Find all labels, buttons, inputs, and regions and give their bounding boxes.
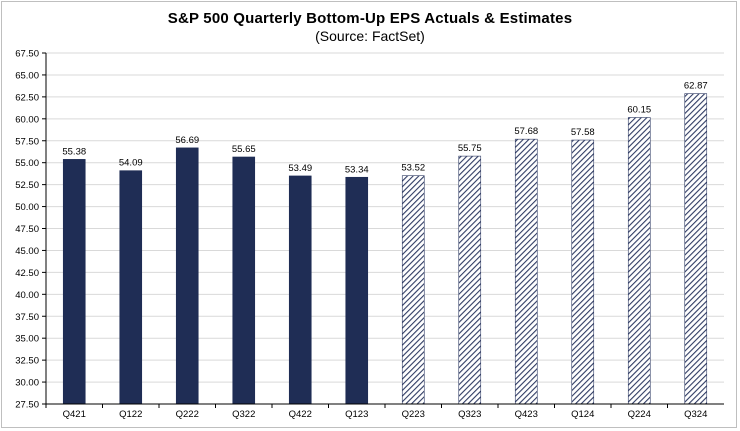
data-label: 56.69 (175, 135, 199, 146)
data-label: 57.58 (571, 127, 595, 138)
data-label: 62.87 (684, 81, 708, 92)
y-axis-ticks: 27.50 30.00 32.50 35.00 37.50 40.00 42.50 45.00… (15, 49, 46, 411)
data-label: 54.09 (119, 158, 143, 169)
y-tick-label: 62.50 (15, 92, 39, 103)
y-tick-label: 50.00 (15, 202, 39, 213)
data-label: 57.68 (514, 126, 538, 137)
y-tick-label: 45.00 (15, 246, 39, 257)
x-category-label: Q224 (628, 409, 651, 420)
bar-q423 (514, 138, 538, 405)
x-category-label: Q322 (232, 409, 255, 420)
x-category-label: Q123 (345, 409, 368, 420)
x-axis-categories: Q421 Q122 Q222 Q322 Q422 Q123 Q223 Q323 Q423 Q124… (45, 404, 707, 420)
bar-q422 (288, 175, 312, 405)
data-label: 55.65 (232, 144, 256, 155)
gridlines (46, 52, 724, 383)
y-tick-label: 35.00 (15, 334, 39, 345)
bar-q421 (62, 159, 86, 405)
y-tick-label: 65.00 (15, 70, 39, 81)
data-label: 53.49 (288, 163, 312, 174)
bar-q222 (175, 147, 199, 405)
x-category-label: Q122 (119, 409, 142, 420)
y-tick-label: 67.50 (15, 49, 39, 60)
y-tick-label: 27.50 (15, 400, 39, 411)
y-tick-label: 42.50 (15, 268, 39, 279)
y-tick-label: 60.00 (15, 114, 39, 125)
bar-q124 (571, 139, 595, 405)
data-label: 55.38 (62, 146, 86, 157)
x-category-label: Q324 (684, 409, 707, 420)
x-category-label: Q422 (289, 409, 312, 420)
y-tick-label: 37.50 (15, 312, 39, 323)
y-tick-label: 55.00 (15, 158, 39, 169)
y-tick-label: 52.50 (15, 180, 39, 191)
bars (62, 93, 708, 405)
x-category-label: Q423 (515, 409, 538, 420)
bar-q122 (119, 170, 143, 405)
chart-subtitle: (Source: FactSet) (315, 28, 425, 44)
y-tick-label: 47.50 (15, 224, 39, 235)
data-labels: 55.38 54.09 56.69 55.65 53.49 53.34 53.52 55.75… (62, 81, 707, 176)
data-label: 53.52 (401, 163, 425, 174)
chart-title: S&P 500 Quarterly Bottom-Up EPS Actuals … (167, 10, 573, 27)
y-tick-label: 40.00 (15, 290, 39, 301)
x-category-label: Q421 (63, 409, 86, 420)
bar-q224 (627, 117, 651, 405)
bar-q324 (684, 93, 708, 405)
x-category-label: Q223 (402, 409, 425, 420)
bar-q323 (458, 155, 482, 405)
y-tick-label: 32.50 (15, 356, 39, 367)
data-label: 53.34 (345, 164, 369, 175)
bar-q223 (401, 175, 425, 405)
x-category-label: Q323 (458, 409, 481, 420)
y-tick-label: 30.00 (15, 378, 39, 389)
bar-q322 (232, 156, 256, 405)
bar-q123 (345, 176, 369, 405)
axes (45, 53, 724, 405)
x-category-label: Q124 (571, 409, 594, 420)
y-tick-label: 57.50 (15, 136, 39, 147)
x-category-label: Q222 (176, 409, 199, 420)
data-label: 60.15 (627, 104, 651, 115)
data-label: 55.75 (458, 143, 482, 154)
